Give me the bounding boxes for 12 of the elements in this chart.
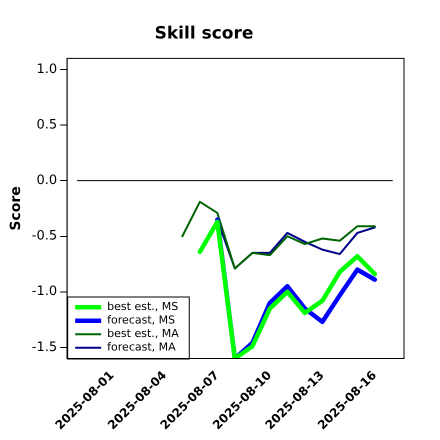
y-axis-title: Score <box>8 186 24 231</box>
legend-label: best est., MA <box>107 327 180 340</box>
chart-title: Skill score <box>154 24 254 44</box>
y-tick-label: 0.0 <box>36 173 58 188</box>
legend-label: forecast, MS <box>107 314 176 327</box>
y-tick-label: -0.5 <box>32 228 58 244</box>
y-tick-label: 0.5 <box>36 117 58 132</box>
y-tick-label: -1.0 <box>32 284 58 300</box>
legend-label: forecast, MA <box>107 340 176 354</box>
legend-label: best est., MS <box>107 300 178 314</box>
y-tick-label: -1.5 <box>32 340 58 355</box>
y-tick-label: 1.0 <box>36 62 58 77</box>
